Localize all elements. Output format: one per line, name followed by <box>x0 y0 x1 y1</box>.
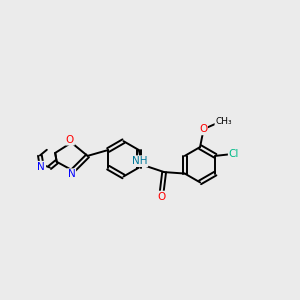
Text: CH₃: CH₃ <box>215 117 232 126</box>
Text: O: O <box>158 191 166 202</box>
Text: NH: NH <box>132 156 148 166</box>
Text: O: O <box>199 124 207 134</box>
Text: N: N <box>38 162 45 172</box>
Text: Cl: Cl <box>229 149 239 159</box>
Text: O: O <box>66 135 74 145</box>
Text: N: N <box>68 169 75 179</box>
